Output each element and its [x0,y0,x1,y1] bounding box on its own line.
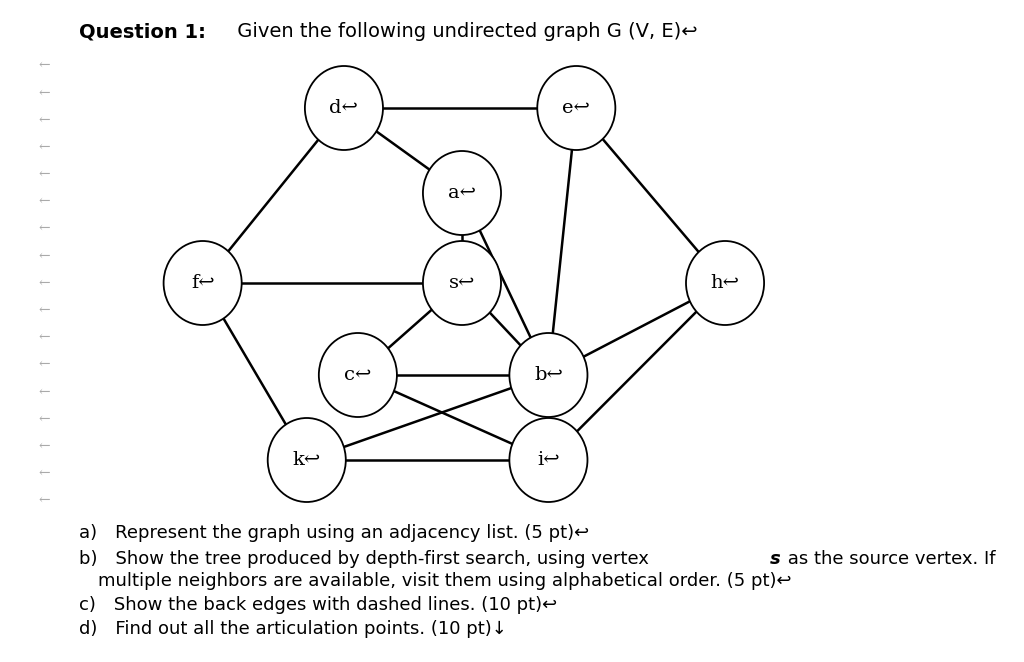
Text: ←: ← [39,412,50,426]
Text: ←: ← [39,384,50,399]
Text: Question 1:: Question 1: [79,22,206,41]
Text: c) Show the back edges with dashed lines. (10 pt)↩: c) Show the back edges with dashed lines… [79,596,557,614]
Circle shape [509,418,588,502]
Text: ←: ← [39,493,50,507]
Circle shape [509,333,588,417]
Text: ←: ← [39,113,50,126]
Text: k↩: k↩ [293,451,321,469]
Text: c↩: c↩ [344,366,372,384]
Text: ←: ← [39,248,50,262]
Text: ←: ← [39,221,50,235]
Text: e↩: e↩ [562,99,590,117]
Text: ←: ← [39,140,50,154]
Text: h↩: h↩ [711,274,739,292]
Text: ←: ← [39,357,50,371]
Text: s↩: s↩ [449,274,475,292]
Text: d↩: d↩ [330,99,358,117]
Text: d) Find out all the articulation points. (10 pt)↓: d) Find out all the articulation points.… [79,620,507,638]
Text: a) Represent the graph using an adjacency list. (5 pt)↩: a) Represent the graph using an adjacenc… [79,524,589,542]
Text: i↩: i↩ [538,451,560,469]
Circle shape [318,333,397,417]
Text: ←: ← [39,303,50,316]
Text: ←: ← [39,194,50,208]
Circle shape [686,241,764,325]
Circle shape [164,241,242,325]
Circle shape [267,418,346,502]
Text: ←: ← [39,85,50,99]
Text: multiple neighbors are available, visit them using alphabetical order. (5 pt)↩: multiple neighbors are available, visit … [97,572,792,590]
Text: ←: ← [39,167,50,181]
Text: ←: ← [39,466,50,480]
Text: b) Show the tree produced by depth-first search, using vertex: b) Show the tree produced by depth-first… [79,550,654,568]
Text: b↩: b↩ [534,366,563,384]
Text: as the source vertex. If: as the source vertex. If [782,550,995,568]
Text: s: s [769,550,780,568]
Circle shape [305,66,383,150]
Text: ←: ← [39,58,50,72]
Circle shape [538,66,615,150]
Circle shape [423,241,501,325]
Text: ←: ← [39,275,50,289]
Circle shape [423,151,501,235]
Text: ←: ← [39,330,50,344]
Text: f↩: f↩ [190,274,214,292]
Text: a↩: a↩ [447,184,476,202]
Text: ←: ← [39,439,50,453]
Text: Given the following undirected graph G (V, E)↩: Given the following undirected graph G (… [231,22,697,41]
